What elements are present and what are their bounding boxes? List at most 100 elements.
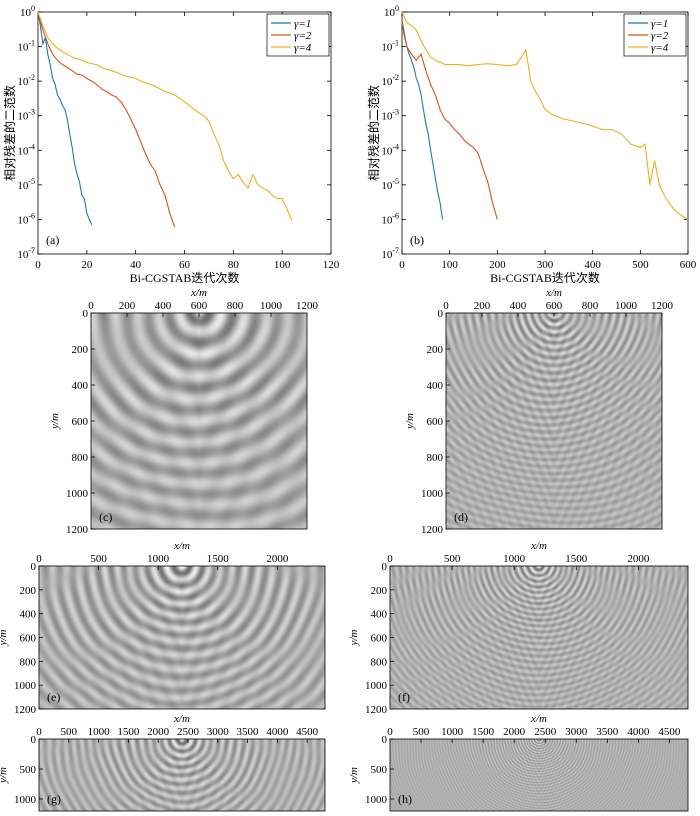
y-tick-label: 1000	[14, 680, 37, 692]
x-tick-label: 400	[510, 300, 527, 312]
x-axis-label: x/m	[530, 540, 547, 552]
y-tick-exp: -4	[392, 142, 399, 151]
y-tick-label: 500	[20, 764, 37, 776]
x-tick-label: 0	[35, 259, 41, 271]
y-tick-exp: -4	[28, 142, 35, 151]
x-tick-label: 2000	[503, 726, 526, 738]
x-tick-label: 400	[584, 259, 601, 271]
y-tick-base: 10	[381, 145, 393, 157]
x-tick-label: 400	[155, 300, 172, 312]
y-tick-label: 800	[20, 656, 37, 668]
y-axis-label: y/m	[348, 630, 360, 647]
y-tick-label: 600	[427, 416, 444, 428]
y-tick-exp: -1	[28, 39, 35, 48]
y-tick-label: 10-5	[381, 177, 399, 192]
x-axis-label: x/m	[190, 287, 207, 299]
y-tick-base: 10	[20, 7, 32, 19]
y-tick-base: 10	[381, 180, 393, 192]
line-chart-a: 0 20 40 60 80 100 12010-710-610-510-410-310-21…	[2, 4, 340, 285]
plot-frame	[389, 738, 689, 812]
panel-label: (c)	[99, 510, 112, 524]
x-tick-label: 1000	[503, 553, 526, 565]
y-tick-label: 1200	[365, 704, 388, 716]
series-line-1	[37, 11, 93, 226]
x-tick-label: 800	[227, 300, 244, 312]
x-tick-label: 300	[537, 259, 554, 271]
wavefield-image	[390, 739, 688, 811]
y-tick-base: 10	[381, 214, 393, 226]
x-tick-label: 3500	[237, 726, 260, 738]
y-tick-label: 600	[371, 633, 388, 645]
x-tick-label: 100	[441, 259, 458, 271]
y-tick-label: 800	[371, 656, 388, 668]
y-tick-base: 10	[17, 145, 29, 157]
series-line-2	[401, 19, 498, 220]
y-tick-base: 10	[17, 76, 29, 88]
x-tick-label: 500	[61, 726, 78, 738]
x-tick-label: 60	[179, 259, 191, 271]
y-tick-label: 200	[72, 344, 89, 356]
x-tick-label: 2500	[177, 726, 200, 738]
panel-label: (g)	[47, 792, 61, 806]
y-tick-exp: -3	[28, 108, 35, 117]
x-tick-label: 1000	[88, 726, 111, 738]
x-tick-label: 1200	[296, 300, 319, 312]
y-tick-label: 0	[382, 561, 388, 573]
y-tick-label: 10-7	[381, 246, 399, 261]
x-tick-label: 40	[130, 259, 142, 271]
legend-entry: γ=4	[651, 42, 669, 54]
y-tick-label: 800	[427, 452, 444, 464]
x-tick-label: 0	[36, 726, 42, 738]
y-tick-label: 0	[382, 734, 388, 746]
x-tick-label: 3000	[207, 726, 230, 738]
legend-entry: γ=1	[294, 18, 311, 30]
y-tick-exp: -2	[392, 73, 399, 82]
panel-label: (b)	[410, 233, 424, 247]
y-tick-label: 10-3	[381, 108, 399, 123]
y-axis-label: y/m	[0, 767, 9, 784]
x-axis-label: x/m	[530, 713, 547, 725]
x-tick-label: 4000	[627, 726, 650, 738]
y-tick-base: 10	[381, 249, 393, 261]
y-tick-exp: -7	[392, 246, 399, 255]
y-tick-label: 10-1	[381, 39, 399, 54]
y-tick-label: 1000	[365, 794, 388, 806]
series-line-1	[401, 22, 444, 220]
x-tick-label: 2000	[627, 553, 650, 565]
y-tick-label: 10-4	[381, 142, 399, 157]
y-tick-exp: -5	[28, 177, 35, 186]
x-axis-label: Bi-CGSTAB迭代次数	[490, 270, 600, 285]
x-tick-label: 1500	[117, 726, 140, 738]
legend: γ=1γ=2γ=4	[623, 13, 687, 57]
y-tick-exp: -2	[28, 73, 35, 82]
y-axis-label: 相对残差的二范数	[366, 85, 381, 181]
x-tick-label: 0	[36, 553, 42, 565]
x-tick-label: 500	[632, 259, 649, 271]
y-tick-label: 1000	[421, 488, 444, 500]
wavefield-image	[91, 313, 307, 529]
y-tick-exp: 0	[395, 4, 399, 13]
x-tick-label: 2500	[534, 726, 557, 738]
x-tick-label: 3500	[596, 726, 619, 738]
y-axis-label: 相对残差的二范数	[2, 85, 17, 181]
y-tick-base: 10	[381, 76, 393, 88]
y-tick-label: 1200	[14, 704, 37, 716]
y-tick-base: 10	[381, 111, 393, 123]
x-tick-label: 1000	[147, 553, 170, 565]
wavefield-image	[39, 566, 325, 709]
x-tick-label: 500	[413, 726, 430, 738]
x-tick-label: 4500	[658, 726, 681, 738]
y-tick-label: 600	[20, 633, 37, 645]
y-tick-label: 400	[427, 380, 444, 392]
y-tick-exp: -7	[28, 246, 35, 255]
legend-entry: γ=2	[294, 30, 312, 42]
y-tick-base: 10	[17, 180, 29, 192]
y-tick-exp: -1	[392, 39, 399, 48]
y-tick-label: 1200	[66, 524, 89, 536]
line-chart-b: 0 100 200 300 400 500 60010-710-610-510-410-31…	[366, 4, 697, 285]
x-tick-label: 0	[387, 726, 393, 738]
y-tick-label: 10-5	[17, 177, 35, 192]
x-tick-label: 3000	[565, 726, 588, 738]
wavefield-panel-g: 0 500 1000 1500 2000 2500 3000 3500 4000 4500 0 500…	[0, 713, 326, 812]
x-tick-label: 500	[444, 553, 461, 565]
